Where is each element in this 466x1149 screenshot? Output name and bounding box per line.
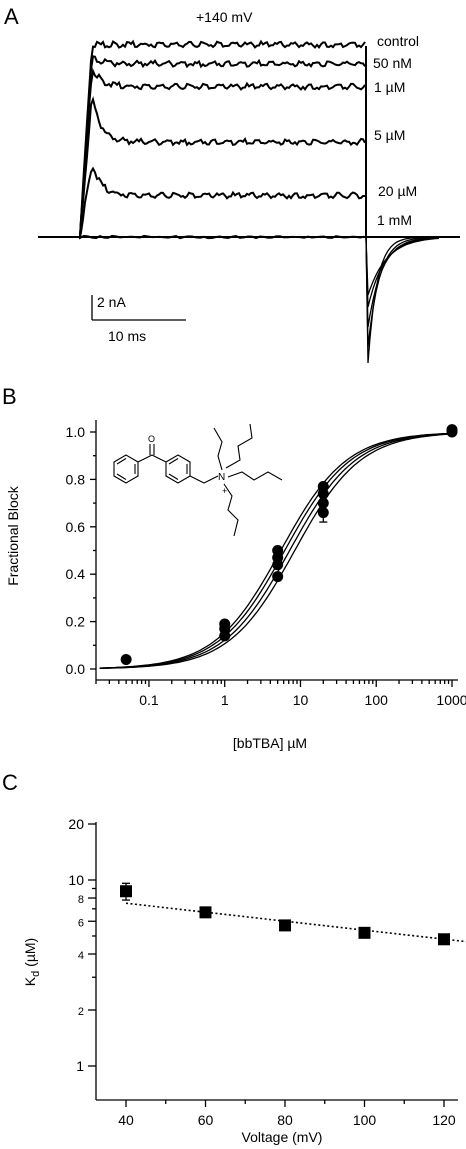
panel-b-letter: B bbox=[2, 384, 17, 409]
fit-curve-3 bbox=[99, 433, 452, 670]
tail-1 bbox=[365, 236, 440, 348]
panel-b: B 0.0 0.2 0.4 0.6 0.8 1.0 0.1 1 10 100 1000 Fract… bbox=[2, 384, 466, 751]
current-traces bbox=[79, 39, 367, 240]
data-point-c bbox=[438, 933, 450, 946]
svg-text:O: O bbox=[148, 434, 155, 444]
scale-bar: 2 nA 10 ms bbox=[91, 294, 186, 344]
trace-label-5um: 5 µM bbox=[374, 127, 405, 143]
chemical-structure-image: O N + bbox=[113, 423, 283, 537]
data-points-c bbox=[120, 882, 450, 946]
svg-text:N: N bbox=[218, 472, 225, 483]
trace-label-1um: 1 µM bbox=[374, 79, 405, 95]
y-tick-label-b: 1.0 bbox=[66, 424, 86, 440]
trace-1 bbox=[79, 55, 366, 238]
x-ticks-b: 0.1 1 10 100 1000 bbox=[95, 680, 466, 708]
trace-label-control: control bbox=[377, 33, 419, 49]
trace-5 bbox=[79, 234, 365, 240]
data-point-c bbox=[358, 926, 371, 939]
y-tick-label-b: 0.8 bbox=[66, 471, 86, 487]
y-tick-label-c: 10 bbox=[68, 872, 84, 888]
x-tick-label-b: 0.1 bbox=[139, 692, 159, 708]
panel-c-letter: C bbox=[2, 770, 18, 795]
y-tick-label-c: 4 bbox=[78, 950, 84, 962]
data-point-c bbox=[120, 885, 132, 898]
panel-c: C 1 2 4 6 8 10 20 40 60 80 100 120 Kd (µM) Voltage… bbox=[2, 770, 466, 1145]
y-tick-label-b: 0.2 bbox=[66, 614, 86, 630]
panel-a: A +140 mV control 50 nM 1 µM 5 µM 20 µM … bbox=[4, 4, 460, 364]
y-tick-label-b: 0.4 bbox=[66, 566, 86, 582]
trace-4 bbox=[79, 166, 365, 238]
y-tick-label-c: 1 bbox=[76, 1058, 84, 1074]
x-tick-label-c: 100 bbox=[353, 1112, 377, 1128]
fit-line bbox=[125, 902, 466, 943]
x-tick-label-b: 100 bbox=[365, 692, 389, 708]
scale-bar-current-label: 2 nA bbox=[97, 294, 126, 310]
data-point-c bbox=[279, 919, 291, 932]
y-tick-label-c: 2 bbox=[78, 1006, 84, 1018]
trace-2 bbox=[79, 67, 366, 238]
scale-bar-time-label: 10 ms bbox=[108, 328, 146, 344]
y-tick-label-b: 0.0 bbox=[66, 661, 86, 677]
tail-currents bbox=[365, 236, 440, 364]
panel-a-letter: A bbox=[4, 4, 19, 29]
y-ticks-c: 1 2 4 6 8 10 20 bbox=[68, 816, 96, 1074]
y-tick-label-c: 20 bbox=[68, 816, 84, 832]
fit-line-c bbox=[125, 902, 466, 943]
trace-3 bbox=[79, 96, 366, 238]
data-point-b bbox=[272, 545, 284, 556]
x-tick-label-c: 40 bbox=[118, 1112, 134, 1128]
y-tick-label-b: 0.6 bbox=[66, 519, 86, 535]
x-tick-label-b: 1000 bbox=[436, 692, 466, 708]
y-ticks-b: 0.0 0.2 0.4 0.6 0.8 1.0 bbox=[66, 424, 96, 677]
x-tick-label-c: 80 bbox=[277, 1112, 293, 1128]
y-tick-label-c: 8 bbox=[78, 894, 84, 906]
y-axis-label-b: Fractional Block bbox=[5, 485, 21, 586]
data-point-b bbox=[272, 571, 284, 583]
tail-0 bbox=[365, 236, 440, 364]
svg-text:+: + bbox=[222, 486, 227, 496]
x-tick-label-b: 10 bbox=[293, 692, 309, 708]
x-tick-label-c: 120 bbox=[432, 1112, 456, 1128]
data-point-b bbox=[219, 618, 231, 630]
trace-label-1mm: 1 mM bbox=[377, 212, 412, 228]
y-tick-label-c: 6 bbox=[78, 917, 84, 929]
tail-2 bbox=[365, 236, 440, 328]
x-ticks-c: 40 60 80 100 120 bbox=[118, 1100, 456, 1128]
data-point-b bbox=[446, 424, 458, 436]
data-points-b bbox=[120, 424, 458, 666]
trace-0 bbox=[79, 39, 366, 238]
data-point-c bbox=[199, 906, 212, 919]
x-axis-label-b: [bbTBA] µM bbox=[233, 735, 307, 751]
data-point-b bbox=[317, 481, 329, 493]
trace-label-50nm: 50 nM bbox=[373, 55, 412, 71]
data-point-b bbox=[317, 497, 329, 509]
x-tick-label-c: 60 bbox=[198, 1112, 214, 1128]
x-axis-label-c: Voltage (mV) bbox=[242, 1129, 323, 1145]
trace-label-20um: 20 µM bbox=[378, 183, 417, 199]
y-axis-label-c: Kd (µM) bbox=[22, 938, 42, 986]
x-tick-label-b: 1 bbox=[221, 692, 229, 708]
data-point-b bbox=[120, 654, 132, 666]
tail-4 bbox=[365, 236, 440, 296]
voltage-label: +140 mV bbox=[196, 9, 253, 25]
